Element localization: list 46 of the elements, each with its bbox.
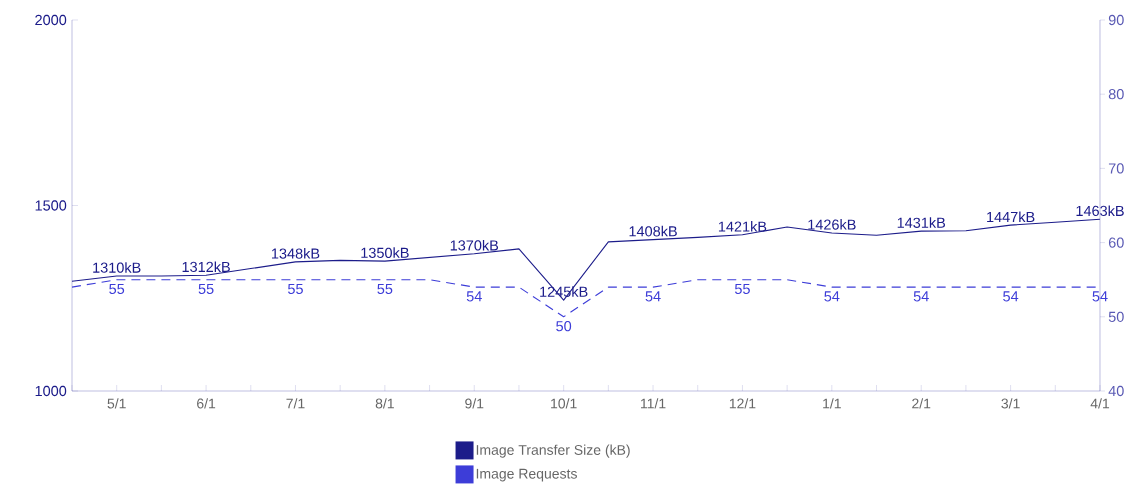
data-label: 1426kB bbox=[808, 219, 856, 230]
data-label: 54 bbox=[466, 291, 482, 302]
x-tick-label: 11/1 bbox=[641, 398, 666, 409]
legend-label: Image Transfer Size (kB) bbox=[476, 444, 630, 458]
data-label: 54 bbox=[1003, 291, 1019, 302]
data-label: 54 bbox=[645, 291, 661, 302]
y2-tick-label: 50 bbox=[1108, 311, 1124, 322]
data-label: 55 bbox=[287, 283, 303, 295]
x-tick-label: 12/1 bbox=[729, 398, 756, 409]
data-label: 1310kB bbox=[93, 262, 141, 273]
x-tick-label: 4/1 bbox=[1090, 398, 1110, 409]
x-tick-label: 9/1 bbox=[465, 398, 484, 409]
data-label: 1431kB bbox=[897, 217, 946, 228]
x-tick-label: 10/1 bbox=[551, 398, 577, 409]
data-label: 54 bbox=[1092, 291, 1108, 302]
data-label: 1447kB bbox=[987, 211, 1035, 222]
data-label: 50 bbox=[556, 321, 572, 332]
y2-tick-label: 40 bbox=[1108, 385, 1124, 397]
data-label: 1348kB bbox=[272, 248, 320, 259]
y-tick-label: 1000 bbox=[35, 385, 67, 397]
data-label: 55 bbox=[377, 283, 393, 295]
x-tick-label: 1/1 bbox=[823, 398, 841, 409]
data-label: 1421kB bbox=[718, 221, 767, 232]
y2-tick-label: 90 bbox=[1108, 14, 1124, 26]
data-label: 1370kB bbox=[450, 239, 499, 251]
data-label: 55 bbox=[109, 283, 125, 295]
x-tick-label: 3/1 bbox=[1001, 398, 1020, 409]
data-label: 55 bbox=[198, 283, 214, 295]
data-label: 1350kB bbox=[361, 247, 409, 258]
data-label: 1312kB bbox=[182, 261, 230, 273]
data-label: 55 bbox=[734, 283, 750, 295]
y-tick-label: 1500 bbox=[35, 200, 67, 211]
data-label: 1408kB bbox=[629, 225, 677, 237]
x-tick-label: 2/1 bbox=[912, 398, 931, 409]
y2-tick-label: 60 bbox=[1108, 237, 1124, 248]
data-label: 1463kB bbox=[1076, 205, 1124, 217]
x-tick-label: 7/1 bbox=[286, 398, 305, 409]
x-tick-label: 5/1 bbox=[107, 398, 126, 409]
y-tick-label: 2000 bbox=[35, 14, 67, 26]
x-tick-label: 6/1 bbox=[197, 398, 216, 409]
y2-tick-label: 80 bbox=[1108, 89, 1124, 100]
data-label: 54 bbox=[913, 291, 929, 302]
data-label: 54 bbox=[824, 291, 840, 302]
y2-tick-label: 70 bbox=[1108, 163, 1124, 174]
legend-label: Image Requests bbox=[476, 468, 577, 482]
x-tick-label: 8/1 bbox=[375, 398, 394, 409]
